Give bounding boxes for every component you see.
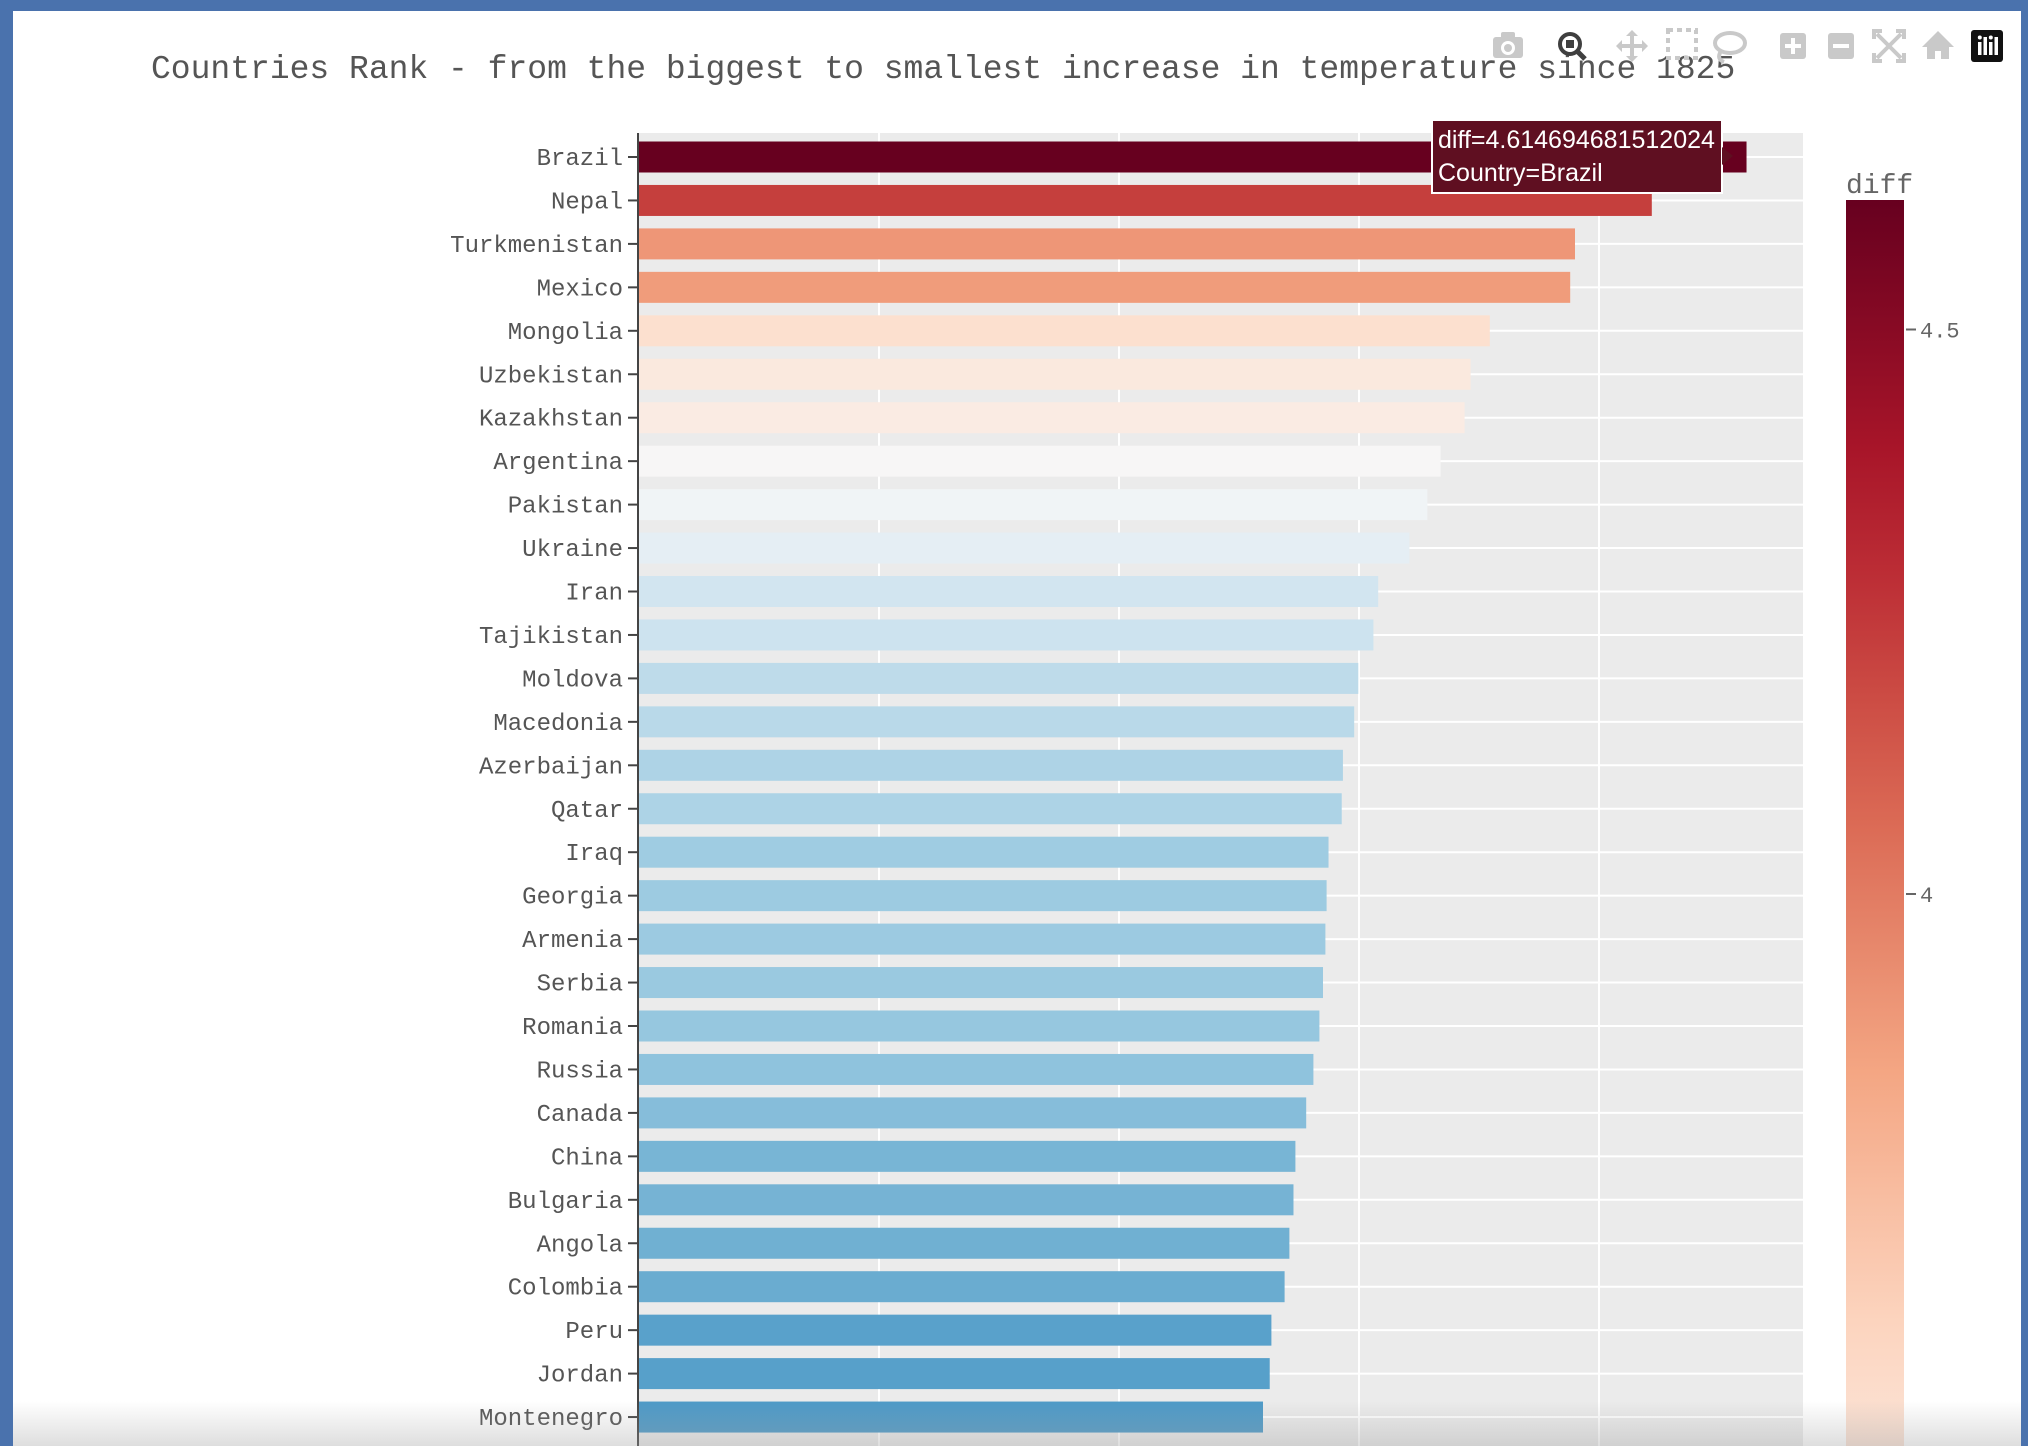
y-tick-label-bulgaria: Bulgaria (508, 1189, 623, 1216)
bar-serbia[interactable] (639, 967, 1323, 999)
y-tick-label-qatar: Qatar (551, 798, 623, 825)
bar-georgia[interactable] (639, 880, 1327, 912)
tooltip-caret (1721, 147, 1733, 165)
bar-moldova[interactable] (639, 662, 1359, 694)
colorbar-title: diff (1846, 171, 1913, 202)
bar-montenegro[interactable] (639, 1401, 1263, 1433)
zoom-out-icon[interactable] (1828, 33, 1854, 59)
bar-ukraine[interactable] (639, 532, 1410, 564)
bar-mongolia[interactable] (639, 315, 1490, 347)
y-axis: Brazil Nepal Turkmenistan Mexico Mongolia Uzb… (450, 146, 638, 1433)
bar-canada[interactable] (639, 1097, 1307, 1129)
bar-series-diff (639, 141, 1747, 1433)
bar-bulgaria[interactable] (639, 1184, 1294, 1216)
y-tick-label-montenegro: Montenegro (479, 1406, 623, 1433)
plot-area (639, 133, 1803, 1446)
y-tick-label-mexico: Mexico (537, 276, 623, 303)
y-tick-label-mongolia: Mongolia (508, 320, 623, 347)
y-tick-label-turkmenistan: Turkmenistan (450, 233, 623, 260)
bar-tajikistan[interactable] (639, 619, 1374, 651)
y-tick-label-macedonia: Macedonia (493, 711, 623, 738)
bar-chart: Brazil Nepal Turkmenistan Mexico Mongolia Uzb… (450, 133, 1960, 1446)
y-tick-label-brazil: Brazil (537, 146, 623, 173)
tooltip-diff-line: diff=4.614694681512024 (1438, 126, 1715, 154)
bar-jordan[interactable] (639, 1358, 1270, 1390)
hover-tooltip: diff=4.614694681512024 Country=Brazil (1431, 119, 1733, 194)
y-tick-label-argentina: Argentina (493, 450, 623, 477)
bar-china[interactable] (639, 1140, 1296, 1172)
y-tick-label-kazakhstan: Kazakhstan (479, 407, 623, 434)
bar-mexico[interactable] (639, 271, 1571, 303)
y-tick-label-serbia: Serbia (537, 972, 623, 999)
y-tick-label-canada: Canada (537, 1102, 623, 1129)
y-tick-label-georgia: Georgia (522, 885, 623, 912)
reset-axes-icon[interactable] (1922, 31, 1954, 59)
bar-iraq[interactable] (639, 836, 1329, 868)
colorbar: diff 4.54 (1846, 171, 1960, 1446)
bar-russia[interactable] (639, 1053, 1314, 1085)
bar-armenia[interactable] (639, 923, 1326, 955)
bar-kazakhstan[interactable] (639, 402, 1465, 434)
y-tick-label-moldova: Moldova (522, 667, 623, 694)
modebar (1493, 28, 2003, 64)
bar-colombia[interactable] (639, 1271, 1285, 1303)
y-tick-label-tajikistan: Tajikistan (479, 624, 623, 651)
bar-argentina[interactable] (639, 445, 1441, 477)
bar-uzbekistan[interactable] (639, 358, 1471, 390)
y-tick-label-uzbekistan: Uzbekistan (479, 363, 623, 390)
bar-romania[interactable] (639, 1010, 1320, 1042)
chart-window: Countries Rank - from the biggest to sma… (13, 11, 2021, 1446)
box-select-icon[interactable] (1666, 28, 1698, 60)
colorbar-ticks: 4.54 (1906, 319, 1960, 909)
bar-qatar[interactable] (639, 793, 1342, 825)
y-tick-label-armenia: Armenia (522, 928, 623, 955)
bar-azerbaijan[interactable] (639, 749, 1343, 781)
y-tick-label-russia: Russia (537, 1058, 623, 1085)
y-tick-label-iran: Iran (565, 581, 623, 608)
colorbar-gradient (1846, 200, 1904, 1446)
y-tick-label-ukraine: Ukraine (522, 537, 623, 564)
tooltip-country-line: Country=Brazil (1438, 159, 1603, 187)
bar-turkmenistan[interactable] (639, 228, 1575, 260)
bar-iran[interactable] (639, 576, 1379, 607)
zoom-in-icon[interactable] (1780, 33, 1806, 59)
colorbar-tick-label: 4 (1920, 884, 1933, 909)
pan-icon[interactable] (1616, 30, 1648, 62)
y-tick-label-angola: Angola (537, 1232, 623, 1259)
bar-peru[interactable] (639, 1314, 1272, 1346)
y-tick-label-romania: Romania (522, 1015, 623, 1042)
y-tick-label-azerbaijan: Azerbaijan (479, 754, 623, 781)
y-tick-label-peru: Peru (565, 1319, 623, 1346)
plotly-logo-icon[interactable] (1971, 30, 2003, 62)
bar-angola[interactable] (639, 1227, 1290, 1259)
colorbar-tick-label: 4.5 (1920, 319, 1960, 344)
camera-icon[interactable] (1493, 32, 1523, 58)
y-tick-label-pakistan: Pakistan (508, 494, 623, 521)
zoom-icon[interactable] (1558, 32, 1587, 61)
autoscale-icon[interactable] (1872, 29, 1906, 63)
bar-macedonia[interactable] (639, 706, 1355, 738)
y-tick-label-nepal: Nepal (551, 189, 623, 216)
y-tick-label-colombia: Colombia (508, 1276, 623, 1303)
y-tick-label-jordan: Jordan (537, 1363, 623, 1390)
bar-pakistan[interactable] (639, 489, 1428, 521)
lasso-icon[interactable] (1713, 31, 1747, 64)
y-tick-label-iraq: Iraq (565, 841, 623, 868)
chart-title: Countries Rank - from the biggest to sma… (151, 51, 1736, 88)
y-tick-label-china: China (551, 1145, 623, 1172)
